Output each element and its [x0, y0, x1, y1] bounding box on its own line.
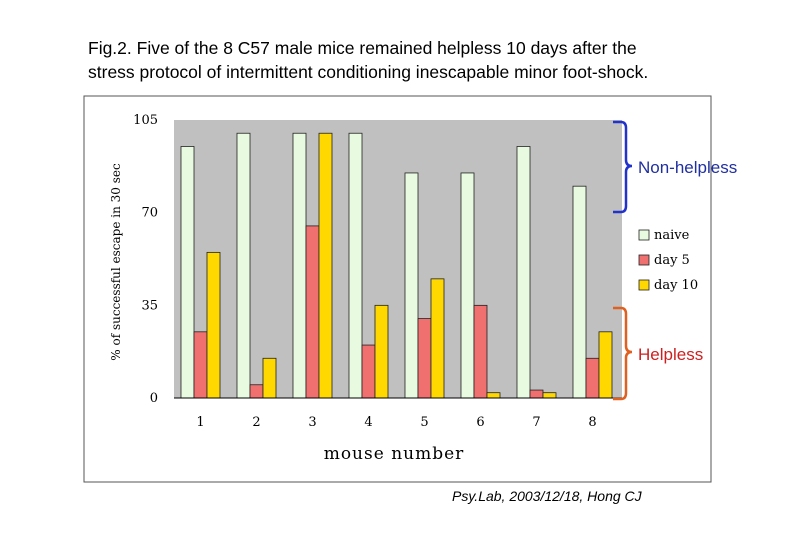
legend-label: day 5	[654, 253, 690, 268]
bar-day10-mouse-1	[206, 251, 221, 399]
bar-day10-mouse-5	[430, 278, 445, 399]
legend-label: naive	[654, 228, 690, 243]
bar-naive-mouse-4	[348, 132, 363, 399]
bar-naive-mouse-2	[236, 132, 251, 399]
legend-swatch	[638, 279, 650, 291]
bar-day5-mouse-3	[305, 225, 320, 399]
bar-naive-mouse-6	[460, 172, 475, 399]
x-tick-label: 4	[364, 415, 372, 430]
legend-swatch	[638, 229, 650, 241]
bar-day10-mouse-8	[598, 331, 613, 399]
bar-naive-mouse-5	[404, 172, 419, 399]
bar-day5-mouse-4	[361, 344, 376, 399]
bar-day10-mouse-6	[486, 392, 501, 399]
bar-day5-mouse-5	[417, 318, 432, 399]
caption-line-2: stress protocol of intermittent conditio…	[88, 62, 649, 82]
bar-naive-mouse-8	[572, 185, 587, 399]
credit-line: Psy.Lab, 2003/12/18, Hong CJ	[452, 488, 642, 504]
bar-day10-mouse-3	[318, 132, 333, 399]
legend-box	[622, 222, 704, 300]
x-tick-label: 2	[252, 415, 260, 430]
legend-swatch	[638, 254, 650, 266]
y-tick-label: 35	[141, 298, 158, 313]
bar-naive-mouse-1	[180, 146, 195, 399]
y-tick-label: 70	[141, 206, 158, 221]
y-ticks: 0 35 70 105	[133, 113, 158, 406]
x-tick-label: 1	[196, 415, 204, 430]
caption-line-1: Fig.2. Five of the 8 C57 male mice remai…	[88, 38, 637, 58]
y-axis-label: % of successful escape in 30 sec	[109, 163, 123, 361]
x-tick-label: 7	[532, 415, 540, 430]
helpless-label: Helpless	[638, 345, 703, 364]
x-ticks: 1 2 3 4 5 6 7 8	[196, 415, 596, 430]
legend-label: day 10	[654, 278, 698, 293]
legend: naive day 5 day 10	[638, 228, 698, 293]
non-helpless-label: Non-helpless	[638, 158, 737, 177]
bar-day5-mouse-8	[585, 357, 600, 399]
helpless-bracket	[613, 306, 633, 401]
bar-day5-mouse-6	[473, 304, 488, 399]
x-tick-label: 6	[476, 415, 484, 430]
bar-day5-mouse-1	[193, 331, 208, 399]
bar-naive-mouse-7	[516, 146, 531, 399]
x-axis-label: mouse number	[324, 444, 465, 464]
x-tick-label: 3	[308, 415, 316, 430]
bar-day10-mouse-4	[374, 304, 389, 399]
bar-day5-mouse-7	[529, 389, 544, 399]
bar-naive-mouse-3	[292, 132, 307, 399]
x-tick-label: 5	[420, 415, 428, 430]
bar-day10-mouse-2	[262, 357, 277, 399]
y-tick-label: 105	[133, 113, 158, 128]
bar-day5-mouse-2	[249, 384, 264, 399]
x-tick-label: 8	[588, 415, 596, 430]
y-tick-label: 0	[150, 391, 158, 406]
bar-day10-mouse-7	[542, 392, 557, 399]
figure-caption: Fig.2. Five of the 8 C57 male mice remai…	[88, 36, 788, 84]
bars-group	[180, 132, 613, 399]
non-helpless-bracket	[613, 120, 633, 214]
